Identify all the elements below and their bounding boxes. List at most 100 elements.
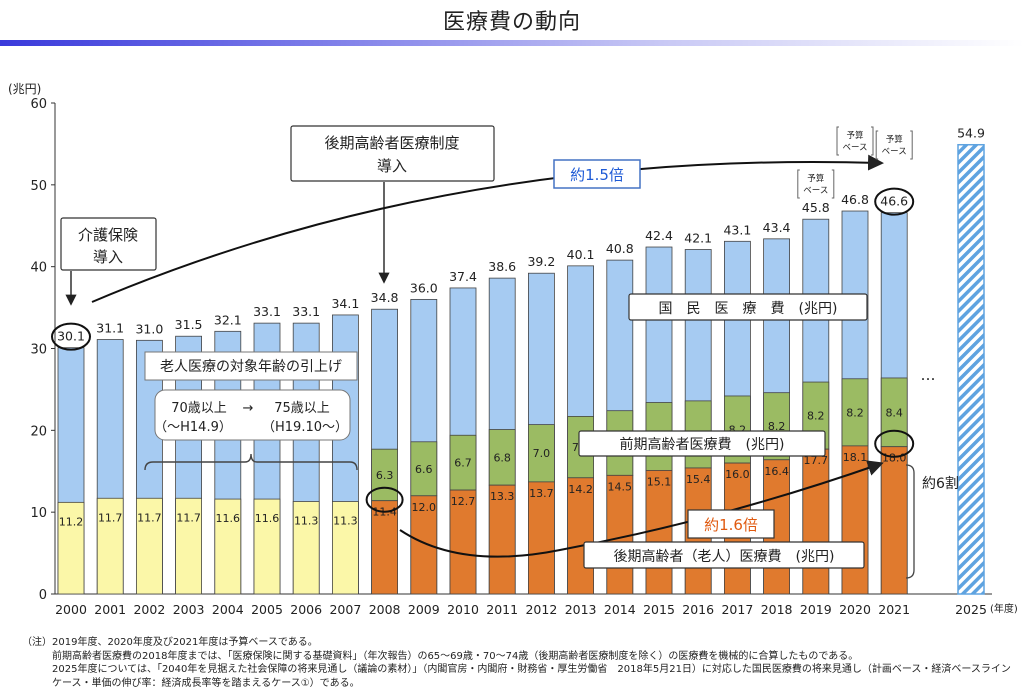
bar-kouki xyxy=(410,495,438,595)
total-label: 54.9 xyxy=(957,126,985,141)
kouki-value-label: 12.0 xyxy=(412,501,437,514)
bar-kouki xyxy=(371,500,399,595)
rounen-brace xyxy=(144,453,358,471)
budget-tag-2019-line2: ベース xyxy=(803,186,828,196)
zenki-value-label: 8.2 xyxy=(768,420,786,433)
age-arrow: → xyxy=(243,401,254,416)
total-label: 42.4 xyxy=(645,228,673,243)
period-from: （～H14.9） xyxy=(154,420,232,435)
rounen-value-label: 11.7 xyxy=(176,511,201,524)
kaigo-callout-line2: 導入 xyxy=(93,248,123,266)
ratio-total-arc xyxy=(91,154,884,303)
bar-rounen xyxy=(292,501,320,595)
bar-kouki xyxy=(528,481,555,595)
y-tick-label: 50 xyxy=(30,179,47,194)
total-label: 33.1 xyxy=(292,304,320,319)
x-tick-label: 2021 xyxy=(878,602,910,617)
rounen-value-label: 11.7 xyxy=(137,511,162,524)
kouki-callout-line2: 導入 xyxy=(377,157,407,175)
budget-tag-2021-bracket-right xyxy=(910,130,913,160)
circle-2021-kouki xyxy=(874,429,915,458)
ratio-kouki-label: 約1.6倍 xyxy=(704,516,758,534)
x-tick-label: 2010 xyxy=(447,602,479,617)
total-label: 36.0 xyxy=(410,280,438,295)
bar-kouki xyxy=(449,489,477,595)
x-tick-label: 2014 xyxy=(604,602,636,617)
y-axis-unit: (兆円) xyxy=(8,82,41,96)
bar-rounen xyxy=(253,498,281,595)
y-tick-label: 60 xyxy=(30,97,47,112)
kaigo-callout-line1: 介護保険 xyxy=(78,226,138,244)
age-to: 75歳以上 xyxy=(274,401,330,416)
total-label: 39.2 xyxy=(527,254,555,269)
total-label: 43.1 xyxy=(723,222,751,237)
x-tick-label: 2017 xyxy=(721,602,753,617)
total-label: 31.0 xyxy=(135,321,163,336)
budget-tag-2021-line2: ベース xyxy=(882,147,907,157)
bar-kouki xyxy=(802,448,830,595)
kouki-callout xyxy=(290,125,495,182)
zenki-value-label: 6.7 xyxy=(454,457,472,470)
kouki-callout-line1: 後期高齢者医療制度 xyxy=(324,134,459,152)
note-line-3: 2025年度については、「2040年を見据えた社会保障の将来見通し（議論の素材）… xyxy=(52,664,1011,675)
y-tick-label: 20 xyxy=(30,424,47,439)
x-tick-label: 2020 xyxy=(839,602,871,617)
rounen-value-label: 11.2 xyxy=(59,515,84,528)
bar-zenki xyxy=(449,434,477,491)
x-tick-label: 2004 xyxy=(212,602,244,617)
zenki-value-label: 6.3 xyxy=(376,469,394,482)
x-tick-label: 2025 xyxy=(955,602,987,617)
circle-2008-kouki xyxy=(365,486,404,513)
kouki-series-label-box xyxy=(583,541,865,569)
kouki-value-label: 15.1 xyxy=(647,475,672,488)
zenki-value-label: 8.2 xyxy=(846,406,864,419)
six-tenths-label: 約6割 xyxy=(922,475,959,492)
x-tick-label: 2015 xyxy=(643,602,675,617)
circle-2021-total xyxy=(874,187,915,216)
page-title: 医療費の動向 xyxy=(442,10,581,35)
zenki-value-label: 6.8 xyxy=(493,451,511,464)
ellipsis: … xyxy=(921,366,936,384)
kouki-value-label: 14.2 xyxy=(568,483,593,496)
ratio-total-box xyxy=(553,159,641,189)
kouki-value-label: 18.0 xyxy=(882,452,907,465)
bar-rounen xyxy=(96,497,124,595)
budget-tag-2019-line1: 予算 xyxy=(807,173,825,184)
rounen-value-label: 11.7 xyxy=(98,511,123,524)
x-tick-label: 2006 xyxy=(290,602,322,617)
bar-rounen xyxy=(331,501,359,595)
kaigo-callout xyxy=(60,217,157,271)
y-tick-label: 30 xyxy=(30,343,47,358)
rounen-value-label: 11.6 xyxy=(216,512,241,525)
bar-zenki xyxy=(841,378,869,447)
budget-tag-2020-bracket-right xyxy=(871,126,874,156)
total-series-label-box xyxy=(628,293,868,321)
total-label: 34.8 xyxy=(371,290,399,305)
budget-tag-2021-line1: 予算 xyxy=(886,134,904,145)
circle-2000-total xyxy=(51,322,91,351)
bar-kouki xyxy=(841,445,869,595)
x-tick-label: 2000 xyxy=(55,602,87,617)
title-underline xyxy=(0,40,1024,46)
note-line-4: ケース・単価の伸び率：経済成長率等を踏まえるケース①）である。 xyxy=(52,677,360,689)
ratio-kouki-box xyxy=(687,509,775,539)
budget-tag-2020-line2: ベース xyxy=(842,143,867,153)
bar-kouki xyxy=(606,474,634,595)
total-label: 37.4 xyxy=(449,269,477,284)
bar-zenki xyxy=(880,377,908,448)
kouki-series-label: 後期高齢者（老人）医療費 (兆円) xyxy=(614,548,835,565)
budget-tag-2019-bracket-right xyxy=(831,169,835,199)
total-label: 46.8 xyxy=(841,192,869,207)
x-tick-label: 2012 xyxy=(525,602,557,617)
rounen-title-box xyxy=(144,351,358,381)
zenki-value-label: 8.4 xyxy=(885,406,903,419)
total-label: 46.6 xyxy=(880,194,908,209)
bar-kouki xyxy=(645,470,673,595)
total-label: 34.1 xyxy=(331,296,359,311)
total-label: 38.6 xyxy=(488,259,516,274)
bar-rounen xyxy=(175,497,203,595)
six-tenths-bracket xyxy=(905,464,915,579)
rounen-title: 老人医療の対象年齢の引上げ xyxy=(160,358,342,375)
bar-rounen xyxy=(57,501,85,595)
bar-total-2025 xyxy=(957,143,985,595)
